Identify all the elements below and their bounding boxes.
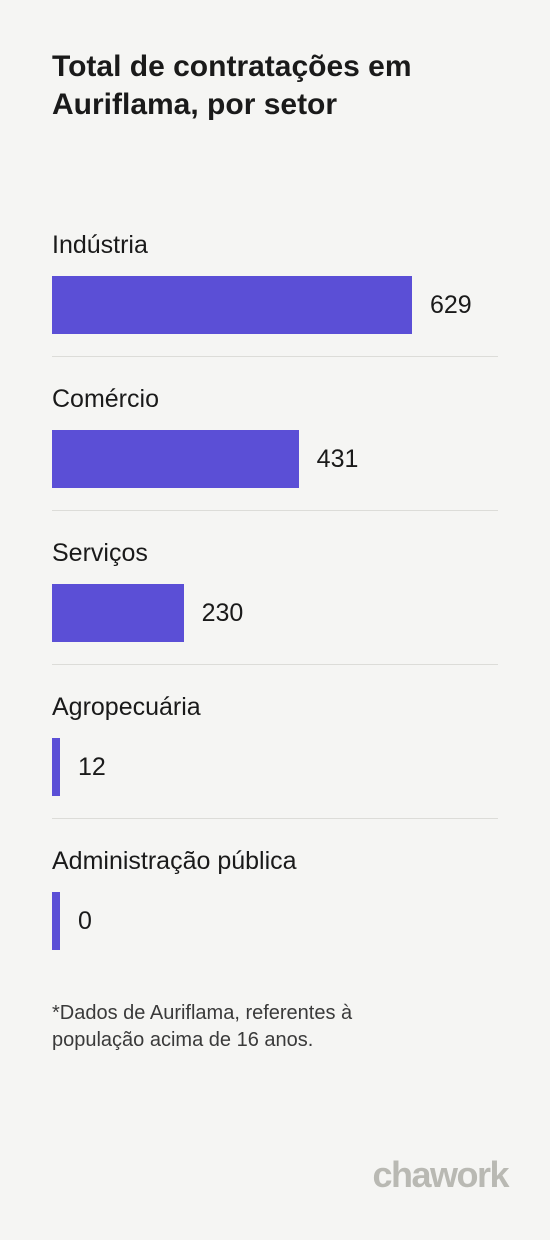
bar — [52, 430, 299, 488]
bar-value: 12 — [78, 753, 106, 782]
bar-chart: Indústria 629 Comércio 431 Serviços 230 … — [52, 213, 498, 972]
category-label: Administração pública — [52, 847, 498, 876]
bar-line: 629 — [52, 276, 498, 334]
bar-value: 230 — [202, 599, 244, 628]
bar-value: 0 — [78, 907, 92, 936]
bar-value: 431 — [317, 445, 359, 474]
category-label: Serviços — [52, 539, 498, 568]
category-label: Indústria — [52, 231, 498, 260]
chart-row: Administração pública 0 — [52, 829, 498, 972]
bar — [52, 892, 60, 950]
bar — [52, 276, 412, 334]
bar — [52, 738, 60, 796]
bar-line: 0 — [52, 892, 498, 950]
chart-row: Agropecuária 12 — [52, 675, 498, 819]
chart-row: Serviços 230 — [52, 521, 498, 665]
category-label: Agropecuária — [52, 693, 498, 722]
bar-line: 431 — [52, 430, 498, 488]
bar-value: 629 — [430, 291, 472, 320]
bar-line: 230 — [52, 584, 498, 642]
brand-logo: chawork — [372, 1154, 508, 1196]
chart-row: Comércio 431 — [52, 367, 498, 511]
bar-line: 12 — [52, 738, 498, 796]
footnote: *Dados de Auriflama, referentes à popula… — [52, 1000, 432, 1054]
category-label: Comércio — [52, 385, 498, 414]
chart-row: Indústria 629 — [52, 213, 498, 357]
bar — [52, 584, 184, 642]
chart-title: Total de contratações em Auriflama, por … — [52, 48, 498, 123]
